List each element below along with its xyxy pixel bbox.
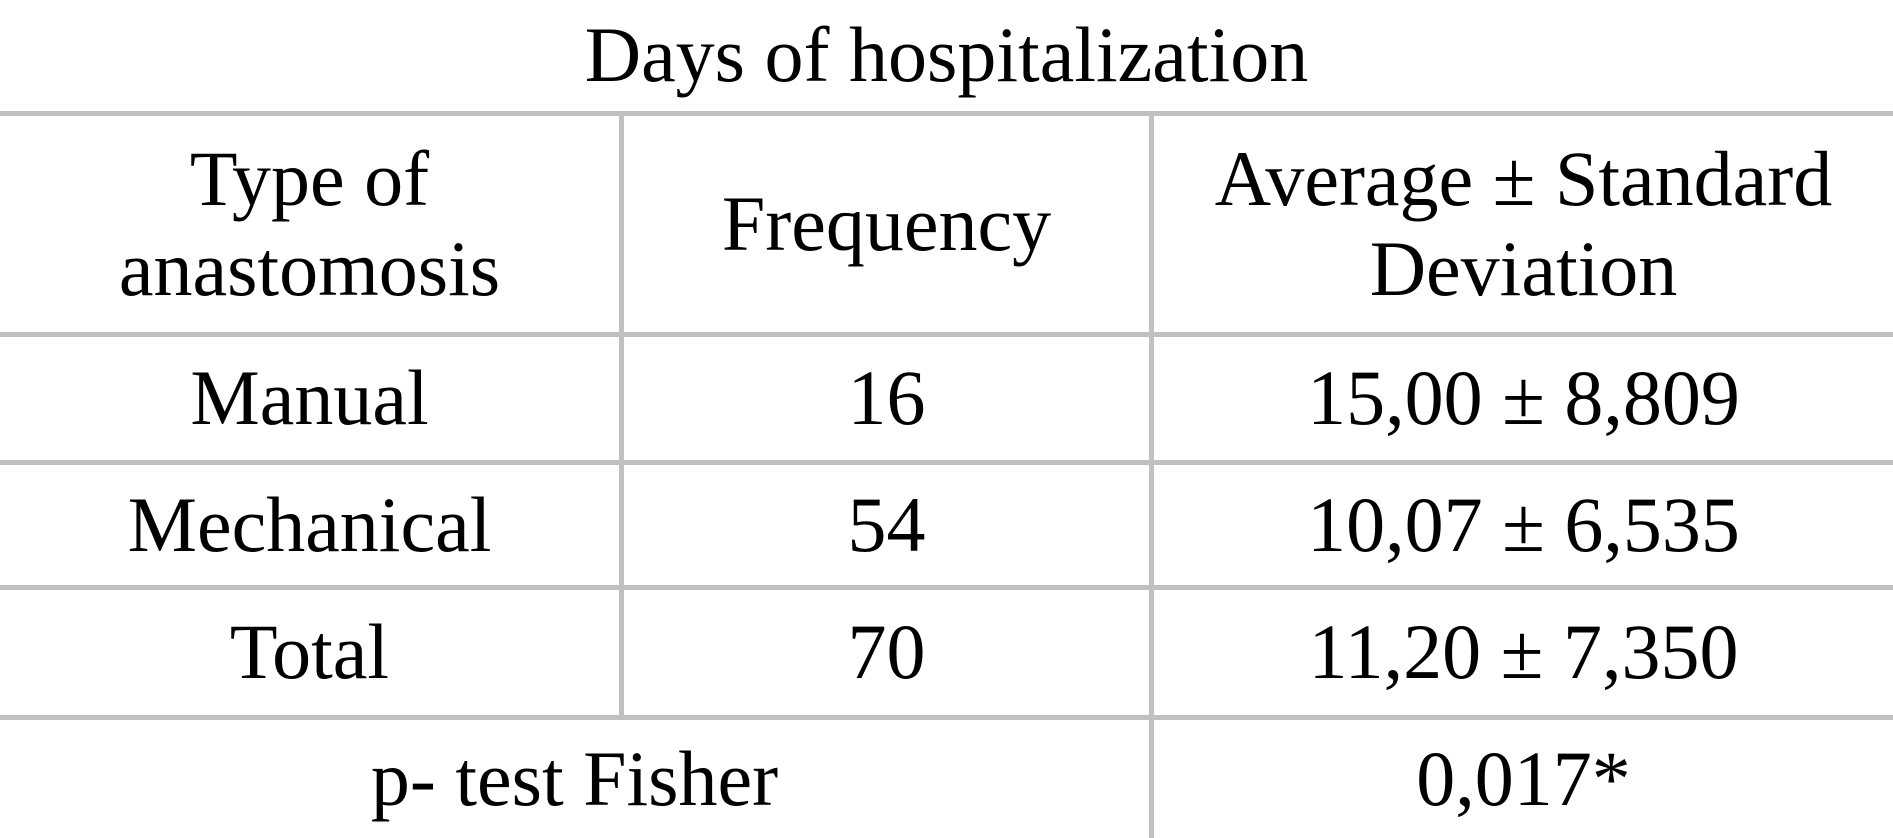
p-test-fisher-value: 0,017* bbox=[1149, 715, 1893, 838]
cell-type-total: Total bbox=[0, 585, 619, 715]
table-row-mechanical: Mechanical 54 10,07 ± 6,535 bbox=[0, 460, 1893, 585]
p-test-fisher-label: p- test Fisher bbox=[0, 715, 1149, 838]
cell-avg-sd-total: 11,20 ± 7,350 bbox=[1149, 585, 1893, 715]
title-row: Days of hospitalization bbox=[0, 0, 1893, 111]
column-header-average-sd: Average ± Standard Deviation bbox=[1149, 111, 1893, 332]
cell-avg-sd-mechanical: 10,07 ± 6,535 bbox=[1149, 460, 1893, 585]
column-header-type-of-anastomosis: Type of anastomosis bbox=[0, 111, 619, 332]
column-header-frequency: Frequency bbox=[619, 111, 1149, 332]
cell-frequency-mechanical: 54 bbox=[619, 460, 1149, 585]
footer-row: p- test Fisher 0,017* bbox=[0, 715, 1893, 838]
header-row: Type of anastomosis Frequency Average ± … bbox=[0, 111, 1893, 332]
cell-avg-sd-manual: 15,00 ± 8,809 bbox=[1149, 332, 1893, 460]
table-title: Days of hospitalization bbox=[584, 11, 1309, 99]
cell-frequency-manual: 16 bbox=[619, 332, 1149, 460]
cell-frequency-total: 70 bbox=[619, 585, 1149, 715]
table-row-manual: Manual 16 15,00 ± 8,809 bbox=[0, 332, 1893, 460]
cell-type-mechanical: Mechanical bbox=[0, 460, 619, 585]
cell-type-manual: Manual bbox=[0, 332, 619, 460]
table-row-total: Total 70 11,20 ± 7,350 bbox=[0, 585, 1893, 715]
